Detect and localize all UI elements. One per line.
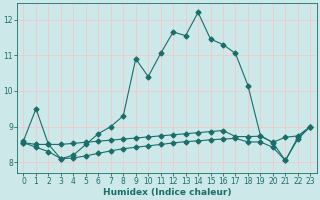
X-axis label: Humidex (Indice chaleur): Humidex (Indice chaleur): [103, 188, 231, 197]
